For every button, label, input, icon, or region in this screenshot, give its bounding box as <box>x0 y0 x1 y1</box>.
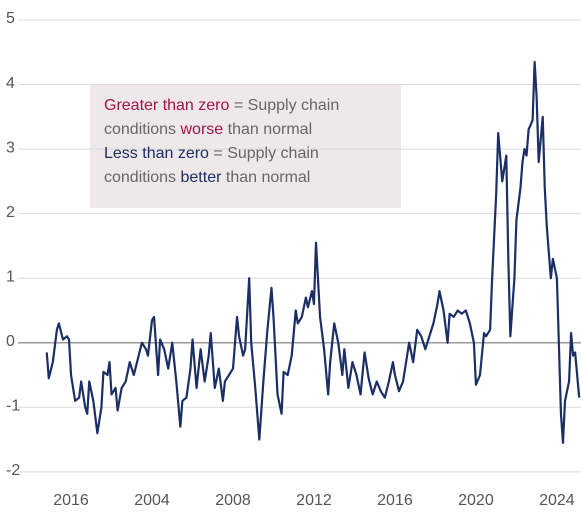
y-tick-label: 0 <box>6 333 15 350</box>
y-tick-label: 1 <box>6 268 15 285</box>
y-tick-label: 5 <box>6 10 15 27</box>
annotation-text: conditions <box>104 121 181 138</box>
annotation-text: worse <box>180 121 224 138</box>
data-line <box>45 60 581 444</box>
annotation-text: than normal <box>221 169 310 186</box>
y-tick-label: -2 <box>6 462 20 479</box>
annotation-box <box>90 84 401 208</box>
x-tick-label: 2008 <box>215 492 251 509</box>
annotation-line: conditions worse than normal <box>104 121 312 138</box>
x-tick-label: 2016 <box>53 492 89 509</box>
annotation-line: conditions better than normal <box>104 169 310 186</box>
annotation-text: than normal <box>223 121 312 138</box>
annotation-text: = Supply chain <box>209 145 319 162</box>
x-tick-label: 2024 <box>539 492 575 509</box>
x-tick-label: 2020 <box>458 492 494 509</box>
x-tick-label: 2016 <box>377 492 413 509</box>
annotation-text: conditions <box>104 169 181 186</box>
annotation-text: Less than zero <box>104 145 209 162</box>
y-tick-label: 4 <box>6 75 15 92</box>
annotation-line: Greater than zero = Supply chain <box>104 97 339 114</box>
annotation-text: Greater than zero <box>104 97 230 114</box>
x-tick-label: 2012 <box>296 492 332 509</box>
y-tick-label: 2 <box>6 204 15 221</box>
x-tick-label: 2004 <box>134 492 170 509</box>
annotation-line: Less than zero = Supply chain <box>104 145 319 162</box>
annotation-text: = Supply chain <box>229 97 339 114</box>
annotation-text: better <box>181 169 223 186</box>
y-tick-label: 3 <box>6 139 15 156</box>
y-tick-label: -1 <box>6 398 20 415</box>
